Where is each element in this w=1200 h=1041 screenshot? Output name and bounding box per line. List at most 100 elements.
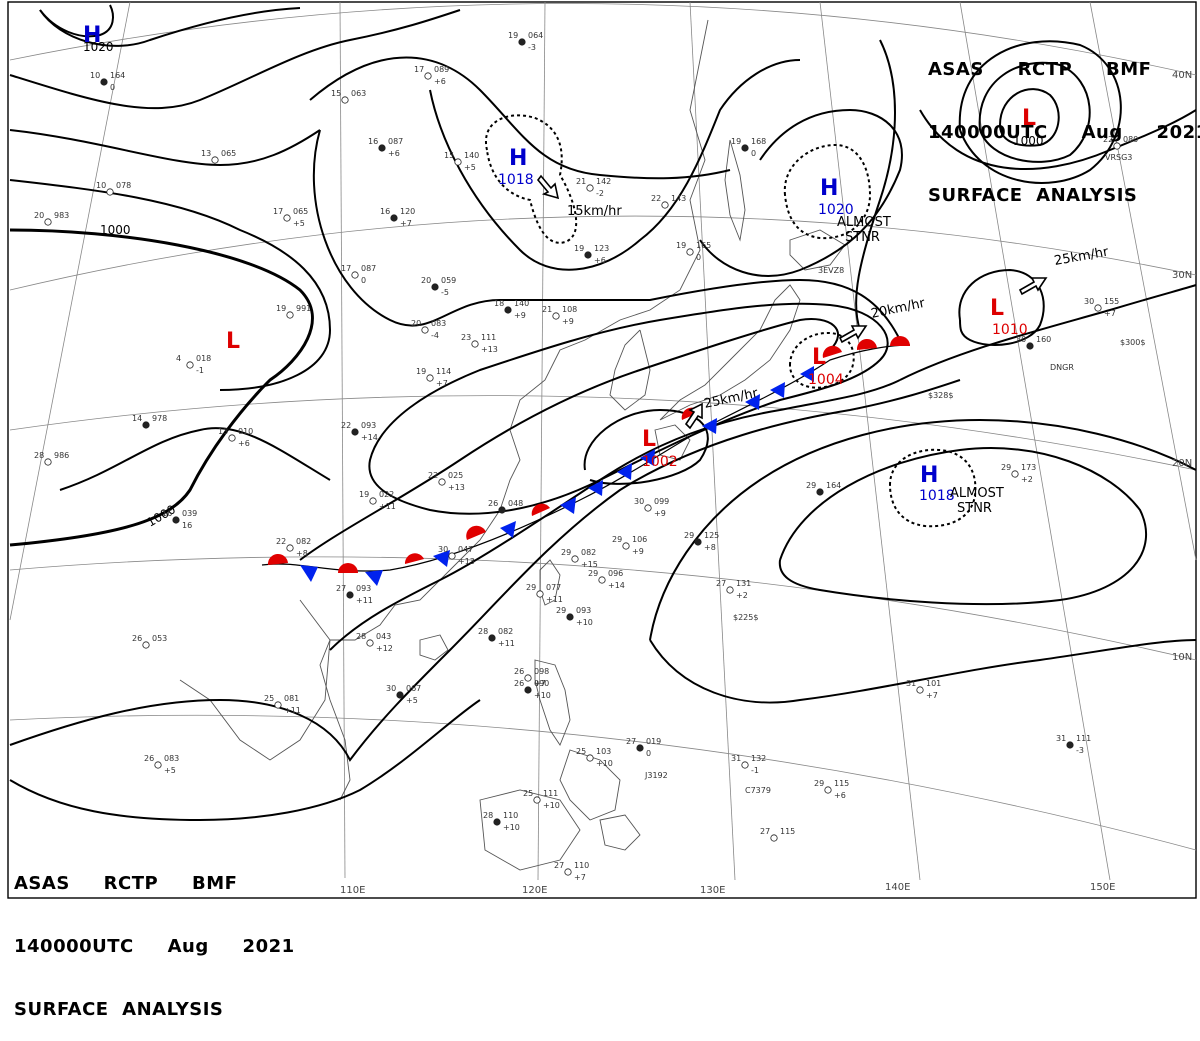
station-tendency: +10 (596, 759, 613, 768)
station-pressure: 087 (361, 264, 376, 273)
station-plot: 16 039 16 (162, 509, 197, 530)
station-tendency: -5 (441, 288, 449, 297)
station-circle (286, 311, 294, 319)
coastlines (179, 19, 846, 871)
station-tendency: +10 (534, 691, 551, 700)
station-pressure: 165 (696, 241, 711, 250)
station-plot: 4 018 -1 (176, 354, 211, 375)
station-circle (421, 326, 429, 334)
station-pressure: 087 (388, 137, 403, 146)
station-pressure: 111 (481, 333, 496, 342)
station-tendency: -4 (431, 331, 439, 340)
station-circle (142, 421, 150, 429)
station-pressure: 093 (356, 584, 371, 593)
station-pressure: 111 (1076, 734, 1091, 743)
station-tendency: +7 (926, 691, 938, 700)
station-temp: 22 (276, 537, 286, 546)
station-tendency: -3 (1076, 746, 1084, 755)
isobar-east-1 (855, 39, 896, 331)
station-pressure: 064 (528, 31, 543, 40)
station-circle (228, 434, 236, 442)
station-temp: 27 (716, 579, 726, 588)
isobar-pacific-low-1010 (958, 268, 1045, 346)
station-pressure: 125 (704, 531, 719, 540)
station-circle (488, 634, 496, 642)
station-tendency: +7 (400, 219, 412, 228)
longitude-140e-line (819, 1, 921, 881)
low-ne-value: 1000 (1013, 134, 1044, 148)
station-tendency: +11 (498, 639, 515, 648)
station-pressure: 089 (434, 65, 449, 74)
station-plot: 29 082 +15 (561, 548, 598, 569)
station-pressure: 110 (503, 811, 518, 820)
high-wp-value: 1018 (919, 488, 955, 504)
isobar-south-2 (9, 379, 961, 762)
station-plot: 25 081 +11 (264, 694, 301, 715)
station-tendency: 0 (361, 276, 366, 285)
station-plot: 10 164 0 (90, 71, 125, 92)
station-tendency: +9 (562, 317, 574, 326)
station-circle (106, 188, 114, 196)
high-nw-symbol: H (83, 23, 101, 48)
station-pressure: 022 (379, 490, 394, 499)
cold-front-triangles (300, 366, 814, 586)
station-temp: 10 (96, 181, 106, 190)
station-plot: 21 108 +9 (542, 305, 577, 326)
warm-semi-3 (404, 553, 424, 564)
station-plot: 20 083 -4 (411, 319, 446, 340)
station-pressure: 991 (296, 304, 311, 313)
indochina (179, 599, 331, 761)
ship-code-c7379: C7379 (745, 786, 771, 795)
station-tendency: +7 (534, 679, 546, 688)
longitude-160e-line (1089, 1, 1197, 561)
high-japan-value: 1020 (818, 202, 854, 218)
station-plot: 31 101 +7 (906, 679, 941, 700)
high-center-outlines (484, 114, 977, 528)
station-tendency: +9 (514, 311, 526, 320)
station-circle (172, 516, 180, 524)
high-1018-mongolia-outline (484, 114, 578, 244)
station-pressure: 080 (1123, 135, 1138, 144)
lon-label-110e: 110E (340, 885, 365, 896)
station-circle (726, 586, 734, 594)
station-temp: 25 (264, 694, 274, 703)
station-pressure: 173 (1021, 463, 1036, 472)
speed-mongolia-high: 15km/hr (567, 204, 622, 219)
lat-label-30n: 30N (1172, 270, 1192, 281)
station-tendency: +2 (736, 591, 748, 600)
station-temp: 31 (1056, 734, 1066, 743)
station-pressure: 047 (458, 545, 473, 554)
cold-tri-9 (702, 418, 717, 434)
cold-tri-12 (800, 366, 814, 382)
station-circle (524, 686, 532, 694)
station-pressure: 986 (54, 451, 69, 460)
station-plot: 15 063 (331, 89, 366, 104)
lat-label-20n: 20N (1172, 458, 1192, 469)
low-japan-symbol: L (812, 345, 826, 370)
station-temp: 30 (386, 684, 396, 693)
header-line-3: SURFACE ANALYSIS (928, 185, 1138, 206)
station-plot: 26 090 +10 (514, 679, 551, 700)
station-circle (566, 613, 574, 621)
station-plot: 27 093 +11 (336, 584, 373, 605)
station-plot: 27 019 0 (626, 737, 661, 758)
station-plot: 17 087 0 (341, 264, 376, 285)
station-tendency: +6 (388, 149, 400, 158)
isobar-1000-thick (9, 228, 314, 547)
station-temp: 25 (523, 789, 533, 798)
longitude-150e-line (959, 1, 1111, 881)
station-temp: 29 (556, 606, 566, 615)
station-pressure: 103 (596, 747, 611, 756)
station-plot: 19 165 0 (676, 241, 711, 262)
station-tendency: 16 (182, 521, 192, 530)
station-plot: 16 087 +6 (368, 137, 403, 158)
station-temp: 19 (731, 137, 741, 146)
lon-label-150e: 150E (1090, 882, 1115, 893)
station-temp: 13 (201, 149, 211, 158)
station-tendency: +12 (376, 644, 393, 653)
station-temp: 16 (368, 137, 378, 146)
station-plot: 10 078 (96, 181, 131, 196)
station-plot: 25 111 +10 (523, 789, 560, 810)
latitude-10n-line (9, 556, 1197, 661)
